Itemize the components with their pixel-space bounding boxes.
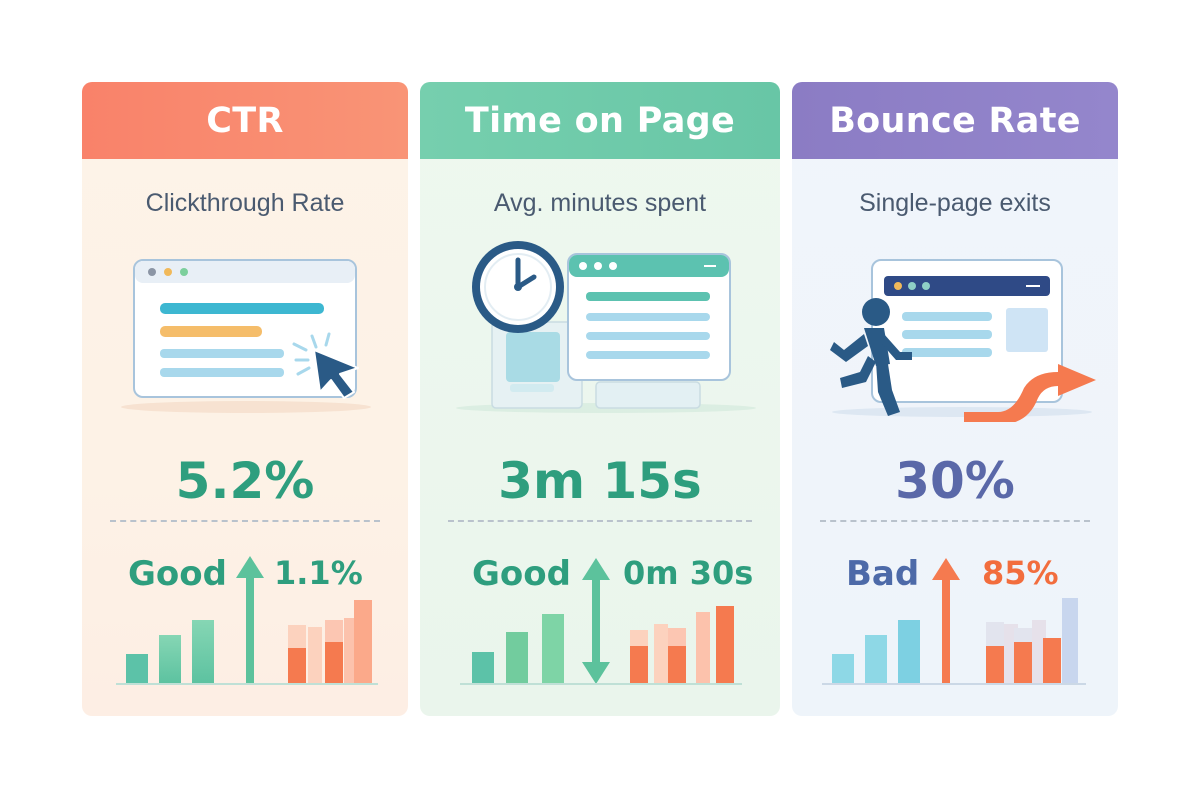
card-header: Bounce Rate <box>792 82 1118 159</box>
metric-value: 30% <box>895 452 1015 510</box>
card-ctr: CTR Clickthrough Rate 5.2% Good 1.1% <box>82 82 408 716</box>
click-burst-icon <box>292 332 331 376</box>
metric-value: 3m 15s <box>498 452 702 510</box>
bar <box>668 646 686 684</box>
mini-bar-chart <box>116 556 378 685</box>
bar <box>986 646 1004 684</box>
card-bounce-rate: Bounce Rate Single-page exits 30% Bad 85… <box>792 82 1118 716</box>
clock-icon <box>472 241 564 333</box>
delta-value: 85% <box>982 554 1059 592</box>
bar <box>354 600 372 684</box>
bar <box>832 654 854 684</box>
divider <box>820 520 1090 522</box>
bar <box>506 632 528 684</box>
bar <box>159 635 181 684</box>
bar <box>126 654 148 684</box>
person-exit-illustration <box>830 259 1096 422</box>
bar <box>1014 642 1032 684</box>
card-title: CTR <box>206 100 284 141</box>
arrow-up-icon <box>582 558 610 580</box>
arrow-shaft <box>592 578 600 668</box>
rating-label: Good <box>128 554 227 594</box>
arrow-down-icon <box>582 662 610 684</box>
bar <box>865 635 887 684</box>
delta-value: 1.1% <box>274 554 363 592</box>
rating-label: Bad <box>846 554 920 594</box>
bar <box>542 614 564 684</box>
card-subtitle: Avg. minutes spent <box>493 189 707 217</box>
card-header: CTR <box>82 82 408 159</box>
arrow-shaft <box>246 574 254 684</box>
bar <box>1062 598 1078 684</box>
card-title: Time on Page <box>464 100 736 141</box>
delta-value: 0m 30s <box>623 554 754 592</box>
bar <box>1043 638 1061 684</box>
arrow-up-icon <box>236 556 264 578</box>
card-subtitle: Clickthrough Rate <box>145 189 345 217</box>
bar <box>288 648 306 684</box>
card-subtitle: Single-page exits <box>859 189 1051 217</box>
rating-label: Good <box>472 554 571 594</box>
metric-value: 5.2% <box>175 452 315 510</box>
card-time-on-page: Time on Page Avg. minutes spent 3m 15s G… <box>420 82 780 716</box>
bar <box>630 646 648 684</box>
mini-bar-chart <box>822 558 1086 685</box>
bar <box>308 627 322 684</box>
bar <box>1032 620 1046 684</box>
bar <box>696 612 710 684</box>
bar <box>898 620 920 684</box>
running-person-icon <box>830 298 912 416</box>
bar <box>472 652 494 684</box>
browser-cursor-illustration <box>121 259 371 413</box>
mini-bar-chart <box>460 558 742 685</box>
bar <box>192 620 214 684</box>
divider <box>448 520 752 522</box>
bar <box>716 606 734 684</box>
arrow-shaft <box>942 576 950 684</box>
clock-browser-illustration <box>456 241 756 413</box>
card-header: Time on Page <box>420 82 780 159</box>
bar <box>654 624 668 684</box>
divider <box>110 520 380 522</box>
arrow-up-icon <box>932 558 960 580</box>
exit-arrow-icon <box>964 364 1096 422</box>
bar <box>325 642 343 684</box>
card-title: Bounce Rate <box>829 100 1081 141</box>
cursor-icon <box>313 349 359 399</box>
